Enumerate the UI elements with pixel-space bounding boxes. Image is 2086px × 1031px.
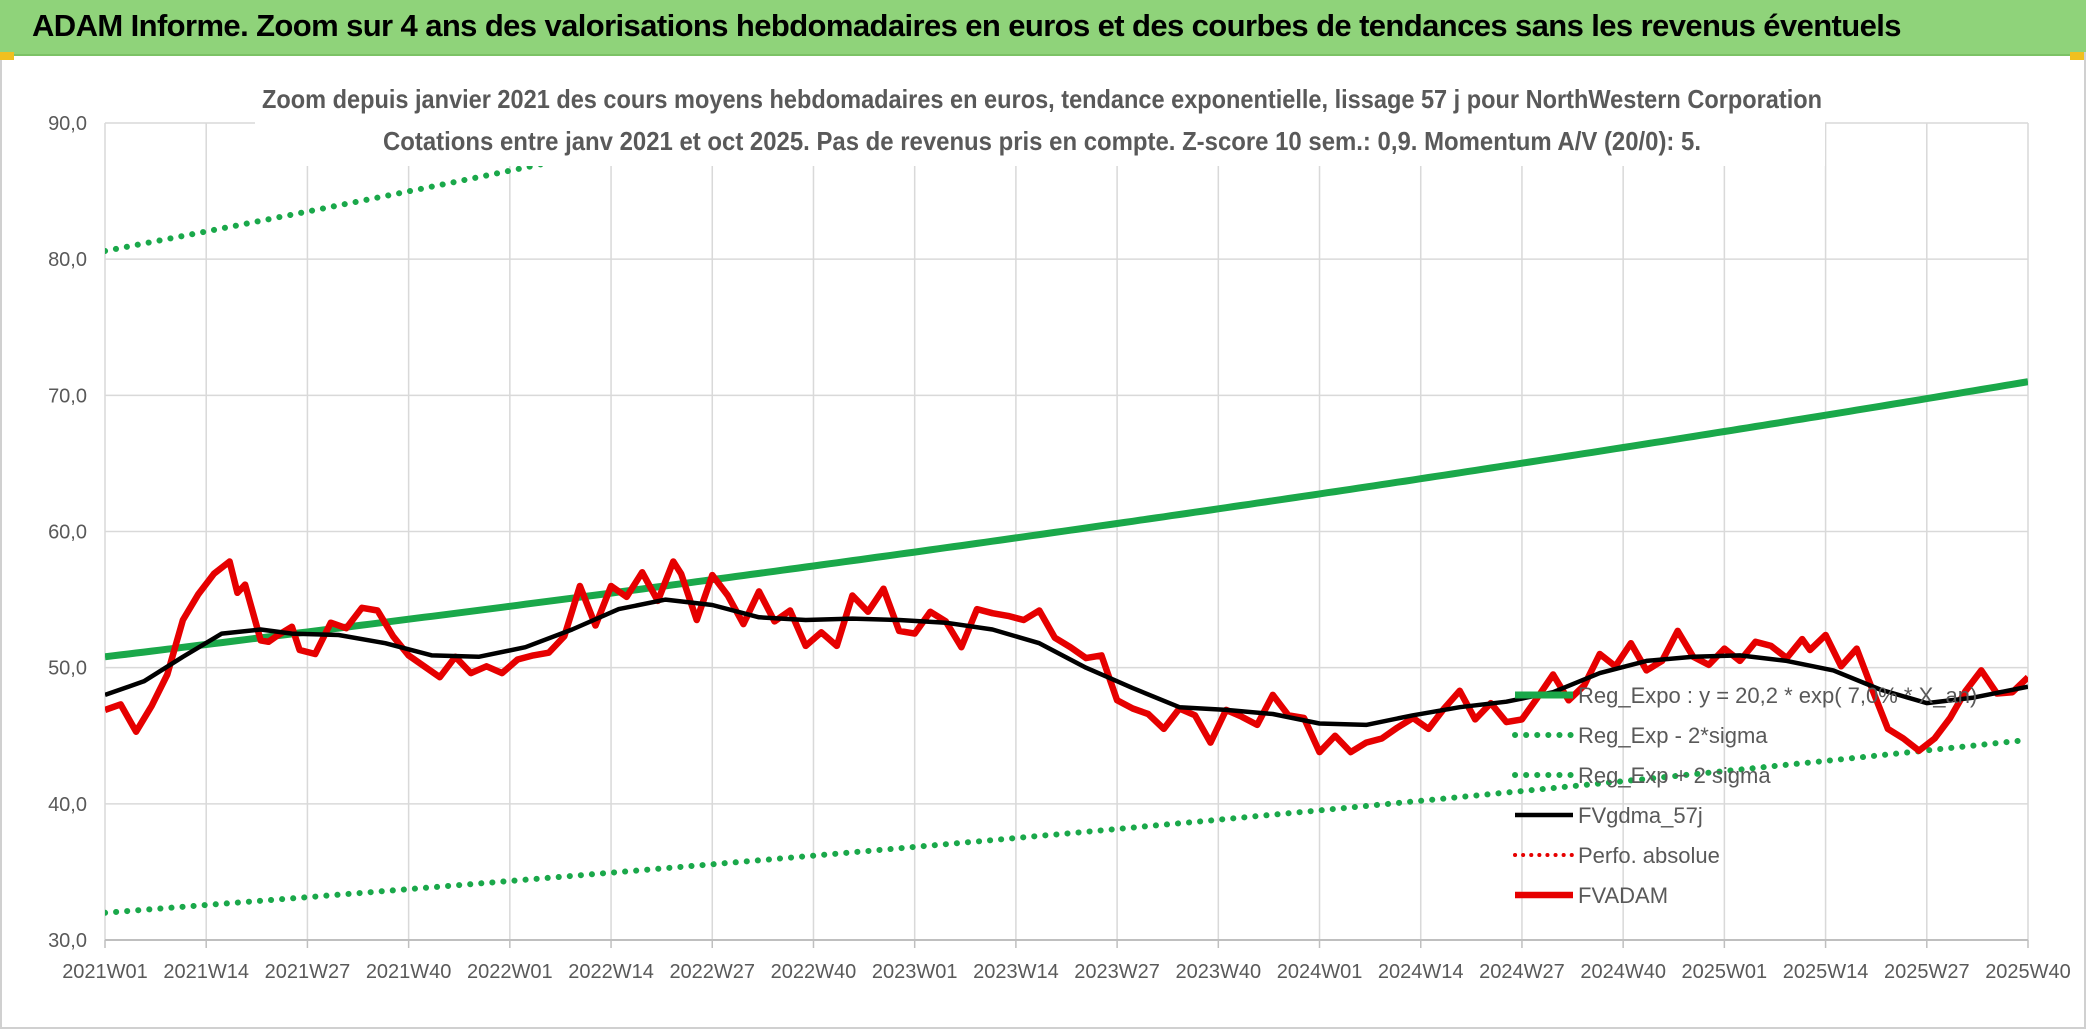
x-tick-label: 2022W01 — [467, 961, 553, 983]
corner-mark-left — [0, 52, 14, 60]
x-tick-label: 2025W27 — [1884, 961, 1970, 983]
series-fvadam — [105, 558, 2028, 756]
y-tick-label: 30,0 — [48, 930, 87, 952]
legend-label-reg-minus: Reg_Exp - 2*sigma — [1578, 723, 1768, 748]
x-tick-label: 2021W27 — [265, 961, 351, 983]
chart-subtitle: Cotations entre janv 2021 et oct 2025. P… — [383, 126, 1701, 156]
chart-title: Zoom depuis janvier 2021 des cours moyen… — [262, 84, 1822, 114]
x-tick-label: 2025W40 — [1985, 961, 2071, 983]
chart-frame — [0, 52, 2086, 1029]
legend-label-reg-expo: Reg_Expo : y = 20,2 * exp( 7,0% * X_an) — [1578, 683, 1977, 708]
axes: 30,0 40,0 50,0 60,0 70,0 80,0 90,0 2021W01 2021W… — [48, 113, 2071, 983]
x-tick-label: 2023W14 — [973, 961, 1059, 983]
x-tick-label: 2024W27 — [1479, 961, 1565, 983]
x-tick-label: 2023W01 — [872, 961, 958, 983]
series-layer — [105, 121, 2028, 916]
x-tick-label: 2024W14 — [1378, 961, 1464, 983]
y-tick-label: 80,0 — [48, 249, 87, 271]
series-reg-minus — [105, 736, 2028, 916]
x-tick-label: 2023W27 — [1074, 961, 1160, 983]
legend-label-fvgdma: FVgdma_57j — [1578, 803, 1703, 828]
y-tick-label: 90,0 — [48, 113, 87, 135]
x-tick-label: 2025W01 — [1682, 961, 1768, 983]
banner-title: ADAM Informe. Zoom sur 4 ans des valoris… — [32, 8, 1902, 43]
x-tick-label: 2022W14 — [568, 961, 654, 983]
x-tick-label: 2021W14 — [163, 961, 249, 983]
y-tick-label: 60,0 — [48, 522, 87, 544]
y-tick-label: 40,0 — [48, 794, 87, 816]
title-background — [255, 76, 1825, 166]
legend-label-reg-plus: Reg_Exp + 2 sigma — [1578, 763, 1771, 788]
series-fvgdma — [105, 597, 2028, 728]
x-tick-label: 2025W14 — [1783, 961, 1869, 983]
x-tick-label: 2024W40 — [1580, 961, 1666, 983]
x-tick-label: 2024W01 — [1277, 961, 1363, 983]
legend-label-fvadam: FVADAM — [1578, 883, 1668, 908]
legend-label-perfo: Perfo. absolue — [1578, 843, 1720, 868]
legend: Reg_Expo : y = 20,2 * exp( 7,0% * X_an) R… — [1512, 683, 1977, 908]
header-banner: ADAM Informe. Zoom sur 4 ans des valoris… — [0, 0, 2086, 56]
corner-mark-right — [2070, 52, 2084, 60]
x-tick-label: 2022W40 — [771, 961, 857, 983]
x-tick-label: 2022W27 — [669, 961, 755, 983]
x-tick-label: 2023W40 — [1176, 961, 1262, 983]
series-reg-expo — [105, 378, 2028, 661]
y-tick-label: 50,0 — [48, 658, 87, 680]
x-tick-label: 2021W01 — [62, 961, 148, 983]
x-tick-label: 2021W40 — [366, 961, 452, 983]
y-tick-label: 70,0 — [48, 385, 87, 407]
